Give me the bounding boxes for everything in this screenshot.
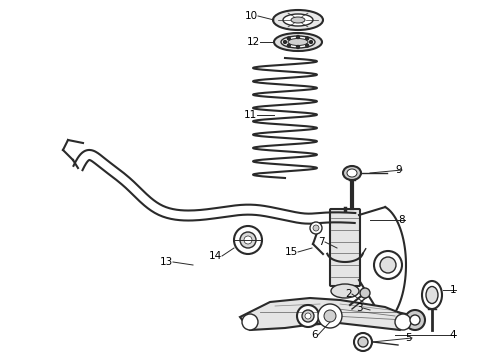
Text: 3: 3 [356, 303, 363, 313]
Circle shape [242, 314, 258, 330]
Circle shape [306, 44, 309, 47]
Text: 9: 9 [395, 165, 402, 175]
Ellipse shape [426, 287, 438, 303]
Polygon shape [240, 298, 410, 330]
Circle shape [302, 310, 314, 322]
Ellipse shape [422, 281, 442, 309]
Ellipse shape [347, 169, 357, 177]
Circle shape [374, 251, 402, 279]
Ellipse shape [331, 284, 359, 298]
Circle shape [306, 37, 309, 40]
Text: 14: 14 [209, 251, 222, 261]
Text: 4: 4 [449, 330, 456, 340]
Circle shape [287, 37, 290, 40]
Text: 15: 15 [285, 247, 298, 257]
Circle shape [244, 236, 252, 244]
Ellipse shape [343, 166, 361, 180]
Circle shape [284, 40, 287, 44]
Circle shape [324, 310, 336, 322]
Circle shape [234, 226, 262, 254]
Circle shape [405, 310, 425, 330]
Polygon shape [308, 302, 415, 328]
Text: 12: 12 [247, 37, 260, 47]
Ellipse shape [288, 39, 308, 45]
Ellipse shape [281, 36, 315, 48]
Circle shape [318, 304, 342, 328]
Circle shape [287, 44, 290, 47]
Text: 6: 6 [311, 330, 318, 340]
FancyBboxPatch shape [330, 209, 360, 286]
Circle shape [313, 225, 319, 231]
Ellipse shape [291, 17, 305, 23]
Circle shape [305, 313, 311, 319]
Circle shape [380, 257, 396, 273]
Text: 11: 11 [244, 110, 257, 120]
Circle shape [240, 232, 256, 248]
Circle shape [310, 40, 313, 44]
Circle shape [358, 337, 368, 347]
Circle shape [297, 305, 319, 327]
Text: 7: 7 [318, 237, 325, 247]
Circle shape [296, 36, 299, 39]
Circle shape [360, 288, 370, 298]
Text: 2: 2 [345, 289, 352, 299]
Circle shape [310, 222, 322, 234]
Text: 1: 1 [449, 285, 456, 295]
Ellipse shape [283, 14, 313, 26]
Text: 8: 8 [398, 215, 405, 225]
Text: 5: 5 [405, 333, 412, 343]
Ellipse shape [273, 10, 323, 30]
Ellipse shape [274, 33, 322, 51]
Circle shape [395, 314, 411, 330]
Circle shape [296, 45, 299, 49]
Circle shape [410, 315, 420, 325]
Circle shape [354, 333, 372, 351]
Text: 10: 10 [245, 11, 258, 21]
Text: 13: 13 [160, 257, 173, 267]
